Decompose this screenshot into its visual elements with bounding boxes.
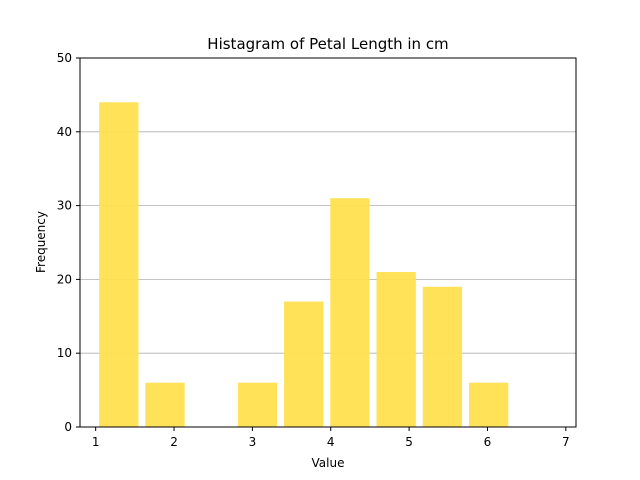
x-tick-label-7: 7: [562, 435, 570, 449]
y-tick-label-30: 30: [57, 199, 72, 213]
x-tick-label-6: 6: [484, 435, 492, 449]
bars-group: [99, 102, 509, 427]
y-tick-label-50: 50: [57, 51, 72, 65]
bar-4: [284, 301, 324, 427]
bar-8: [468, 382, 509, 427]
bar-6: [376, 272, 416, 427]
bar-5: [330, 198, 370, 427]
y-tick-label-10: 10: [57, 346, 72, 360]
x-axis-label: Value: [312, 456, 345, 470]
y-gridlines: [80, 131, 576, 354]
x-tick-label-4: 4: [327, 435, 335, 449]
bar-0: [99, 102, 139, 427]
x-axis-ticks: 1 2 3 4 5 6 7: [92, 427, 570, 449]
x-tick-label-3: 3: [249, 435, 257, 449]
y-tick-label-20: 20: [57, 272, 72, 286]
x-tick-label-2: 2: [170, 435, 178, 449]
y-tick-label-0: 0: [64, 420, 72, 434]
chart-title: Histagram of Petal Length in cm: [207, 35, 448, 53]
bar-3: [237, 382, 278, 427]
x-tick-label-1: 1: [92, 435, 100, 449]
bar-7: [422, 286, 463, 427]
y-axis-ticks: 0 10 20 30 40 50: [57, 51, 80, 434]
bar-1: [145, 382, 185, 427]
x-tick-label-5: 5: [405, 435, 413, 449]
y-tick-label-40: 40: [57, 125, 72, 139]
plot-frame: [79, 57, 577, 428]
y-axis-label: Frequency: [34, 211, 48, 273]
